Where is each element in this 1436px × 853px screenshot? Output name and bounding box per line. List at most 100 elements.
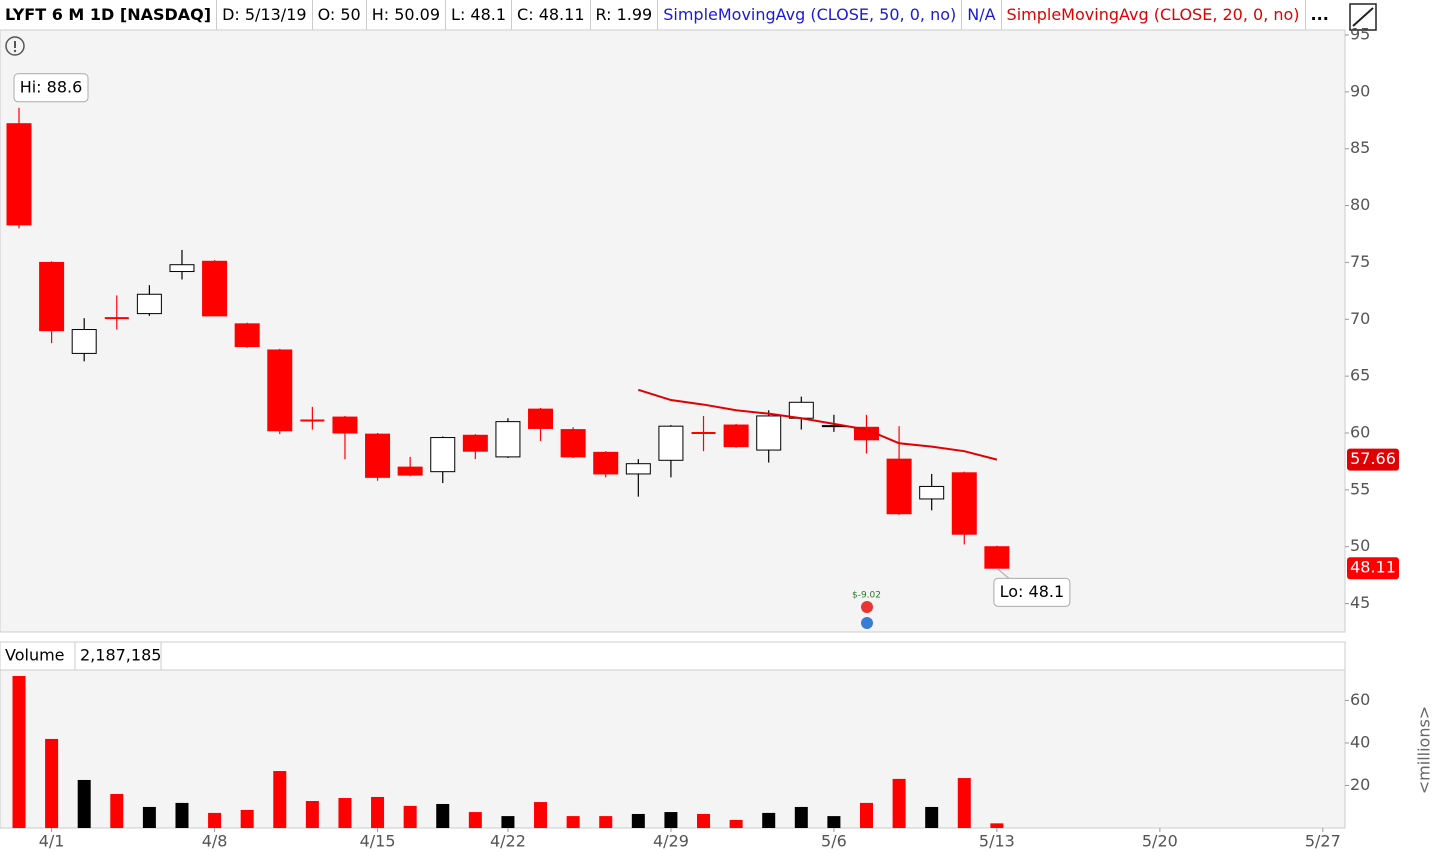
price-badge-label: 57.66 <box>1350 449 1396 468</box>
volume-bar <box>468 812 482 828</box>
y-tick-label: 90 <box>1350 81 1370 100</box>
candle-body <box>723 424 749 448</box>
close: C: 48.11 <box>512 0 591 30</box>
y-tick-label: 70 <box>1350 309 1370 328</box>
candle-body <box>169 264 195 273</box>
volume-header <box>0 641 1346 671</box>
alert-icon[interactable] <box>5 36 25 56</box>
x-tick-label: 5/6 <box>821 832 847 851</box>
volume-bar <box>12 676 26 828</box>
volume-bar <box>371 796 385 828</box>
y-tick-label: 40 <box>1350 732 1370 751</box>
y-tick-label: 55 <box>1350 479 1370 498</box>
volume-bar <box>534 802 548 828</box>
header-bar: LYFT 6 M 1D [NASDAQ] D: 5/13/19 O: 50 H:… <box>0 0 1334 30</box>
volume-bar <box>631 813 645 828</box>
candle-body <box>430 437 456 473</box>
open: O: 50 <box>313 0 367 30</box>
high: H: 50.09 <box>367 0 447 30</box>
candle-body <box>951 472 977 535</box>
volume-bar <box>697 813 711 828</box>
candle-body <box>39 261 65 332</box>
y-tick-label: 65 <box>1350 366 1370 385</box>
volume-bar <box>45 738 59 828</box>
drawing-icon[interactable] <box>1349 3 1377 31</box>
candle-body <box>332 416 358 434</box>
candle-body <box>625 463 651 475</box>
candle-body <box>919 485 945 500</box>
candle-body <box>658 425 684 461</box>
volume-bar <box>990 823 1004 828</box>
volume-value: 2,187,185 <box>80 646 161 665</box>
candle-body <box>462 434 488 452</box>
volume-bar <box>142 806 156 828</box>
candle-body <box>788 401 814 419</box>
sma50-label[interactable]: SimpleMovingAvg (CLOSE, 50, 0, no) <box>658 0 963 30</box>
x-tick-label: 5/20 <box>1142 832 1178 851</box>
volume-bar <box>305 801 319 828</box>
date: D: 5/13/19 <box>217 0 313 30</box>
symbol[interactable]: LYFT 6 M 1D [NASDAQ] <box>0 0 218 30</box>
callout-box <box>993 577 1071 607</box>
range: R: 1.99 <box>591 0 659 30</box>
volume-bar <box>664 812 678 828</box>
volume-bar <box>273 771 287 828</box>
x-tick-label: 4/22 <box>490 832 526 851</box>
earnings-icon[interactable] <box>861 601 873 629</box>
x-tick-label: 4/8 <box>202 832 228 851</box>
callout-box <box>13 73 89 103</box>
volume-bar <box>762 812 776 828</box>
earnings-label: $-9.02 <box>852 591 881 601</box>
y-tick-label: 80 <box>1350 195 1370 214</box>
volume-bar <box>175 802 189 828</box>
price-badge <box>1347 448 1399 471</box>
x-tick-label: 5/27 <box>1305 832 1341 851</box>
volume-bar <box>566 816 580 828</box>
y-tick-label: 95 <box>1350 25 1370 44</box>
x-tick-label: 4/15 <box>360 832 396 851</box>
candle-body <box>267 349 293 432</box>
volume-panel <box>0 641 1346 829</box>
candle-body <box>136 293 162 315</box>
volume-bar <box>208 812 222 828</box>
candle-body <box>593 451 619 475</box>
y-tick-label: 20 <box>1350 775 1370 794</box>
candle-body <box>756 415 782 451</box>
volume-bar <box>338 798 352 828</box>
candle-body <box>560 429 586 458</box>
volume-bar <box>77 779 91 828</box>
lo-callout: Lo: 48.1 <box>1000 582 1065 601</box>
y-axis-label: <millions> <box>1415 706 1434 794</box>
y-tick-label: 60 <box>1350 690 1370 709</box>
callout-pointer <box>996 567 1010 579</box>
volume-bar <box>925 806 939 828</box>
volume-bar <box>110 793 124 828</box>
volume-bar <box>794 806 808 828</box>
more[interactable]: ... <box>1310 5 1329 24</box>
candle-body <box>202 260 228 317</box>
sma20-label[interactable]: SimpleMovingAvg (CLOSE, 20, 0, no) <box>1002 0 1306 30</box>
sma50-value: N/A <box>962 0 1002 30</box>
candle-body <box>495 421 521 458</box>
low: L: 48.1 <box>446 0 513 30</box>
y-tick-label: 75 <box>1350 252 1370 271</box>
candle-body <box>397 466 423 476</box>
price-badge-label: 48.11 <box>1350 558 1396 577</box>
x-tick-label: 5/13 <box>979 832 1015 851</box>
y-tick-label: 50 <box>1350 536 1370 555</box>
candle-body <box>6 123 32 226</box>
volume-bar <box>827 816 841 828</box>
volume-bar <box>436 803 450 828</box>
sma-line <box>638 388 998 461</box>
candle-body <box>528 408 554 429</box>
hi-callout: Hi: 88.6 <box>20 77 83 96</box>
candle-body <box>984 546 1010 569</box>
price-badge <box>1347 557 1399 580</box>
volume-bar <box>892 778 906 828</box>
y-tick-label: 60 <box>1350 423 1370 442</box>
x-tick-label: 4/29 <box>653 832 689 851</box>
candle-body <box>886 458 912 515</box>
volume-bar <box>599 816 613 828</box>
candle-body <box>365 433 391 478</box>
